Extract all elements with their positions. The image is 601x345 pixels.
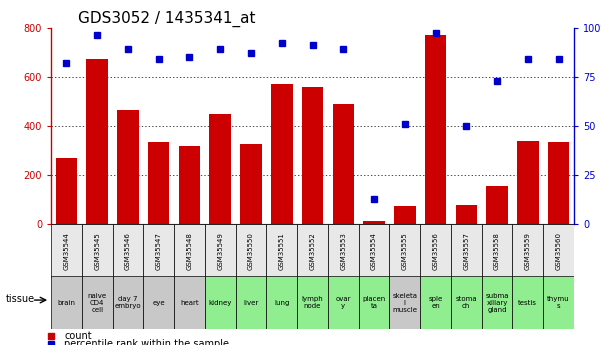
Text: count: count (64, 331, 92, 341)
Text: brain: brain (58, 300, 76, 306)
Bar (112, 224, 144, 278)
Text: GSM35554: GSM35554 (371, 232, 377, 270)
Bar (205, 224, 236, 278)
Text: GSM35559: GSM35559 (525, 232, 531, 270)
Text: lung: lung (274, 300, 290, 306)
Bar (144, 276, 174, 329)
Bar (548, 142, 569, 224)
Text: GSM35547: GSM35547 (156, 232, 162, 270)
Bar (240, 144, 262, 224)
Bar (543, 276, 574, 329)
Bar (236, 276, 266, 329)
Bar (82, 224, 112, 278)
Bar (543, 224, 574, 278)
Text: lymph
node: lymph node (302, 296, 323, 309)
Bar (332, 104, 354, 224)
Bar (425, 35, 447, 224)
Bar (236, 224, 266, 278)
Text: sple
en: sple en (429, 296, 443, 309)
Text: liver: liver (243, 300, 258, 306)
Bar (174, 276, 205, 329)
Text: GDS3052 / 1435341_at: GDS3052 / 1435341_at (78, 10, 255, 27)
Bar (178, 146, 200, 224)
Bar (363, 220, 385, 224)
Text: subma
xillary
gland: subma xillary gland (486, 293, 509, 313)
Bar (302, 87, 323, 224)
Bar (456, 205, 477, 224)
Bar (420, 224, 451, 278)
Bar (451, 276, 481, 329)
Bar (513, 276, 543, 329)
Bar (266, 224, 297, 278)
Text: GSM35558: GSM35558 (494, 232, 500, 270)
Text: thymu
s: thymu s (548, 296, 570, 309)
Bar (148, 142, 169, 224)
Bar (210, 114, 231, 224)
Text: skeleta
l
muscle: skeleta l muscle (392, 293, 417, 313)
Bar (51, 276, 82, 329)
Text: day 7
embryо: day 7 embryо (115, 296, 141, 309)
Text: GSM35553: GSM35553 (340, 232, 346, 270)
Bar (394, 206, 415, 224)
Text: placen
ta: placen ta (362, 296, 386, 309)
Text: heart: heart (180, 300, 199, 306)
Bar (117, 110, 139, 224)
Text: GSM35546: GSM35546 (125, 232, 131, 270)
Bar (359, 224, 389, 278)
Text: kidney: kidney (209, 300, 232, 306)
Bar (271, 83, 293, 224)
Text: tissue: tissue (6, 294, 35, 304)
Text: naive
CD4
cell: naive CD4 cell (88, 293, 107, 313)
Text: GSM35555: GSM35555 (402, 232, 408, 270)
Bar (174, 224, 205, 278)
Bar (513, 224, 543, 278)
Bar (481, 224, 513, 278)
Bar (328, 224, 359, 278)
Bar (266, 276, 297, 329)
Bar (328, 276, 359, 329)
Text: GSM35560: GSM35560 (555, 232, 561, 270)
Text: GSM35557: GSM35557 (463, 232, 469, 270)
Text: GSM35549: GSM35549 (217, 232, 223, 270)
Bar (87, 59, 108, 224)
Text: ovar
y: ovar y (335, 296, 351, 309)
Bar (481, 276, 513, 329)
Bar (297, 224, 328, 278)
Bar (51, 224, 82, 278)
Bar (144, 224, 174, 278)
Text: GSM35552: GSM35552 (310, 232, 316, 270)
Text: eye: eye (153, 300, 165, 306)
Text: GSM35544: GSM35544 (64, 232, 70, 270)
Bar (517, 141, 538, 224)
Bar (389, 276, 420, 329)
Bar (486, 186, 508, 224)
Bar (82, 276, 112, 329)
Text: GSM35550: GSM35550 (248, 232, 254, 270)
Bar (205, 276, 236, 329)
Text: percentile rank within the sample: percentile rank within the sample (64, 339, 229, 345)
Bar (112, 276, 144, 329)
Text: GSM35545: GSM35545 (94, 232, 100, 270)
Bar (359, 276, 389, 329)
Bar (420, 276, 451, 329)
Text: stoma
ch: stoma ch (456, 296, 477, 309)
Bar (297, 276, 328, 329)
Text: GSM35556: GSM35556 (433, 232, 439, 270)
Text: testis: testis (518, 300, 537, 306)
Text: GSM35551: GSM35551 (279, 232, 285, 270)
Text: GSM35548: GSM35548 (186, 232, 192, 270)
Bar (389, 224, 420, 278)
Bar (451, 224, 481, 278)
Bar (56, 158, 77, 224)
